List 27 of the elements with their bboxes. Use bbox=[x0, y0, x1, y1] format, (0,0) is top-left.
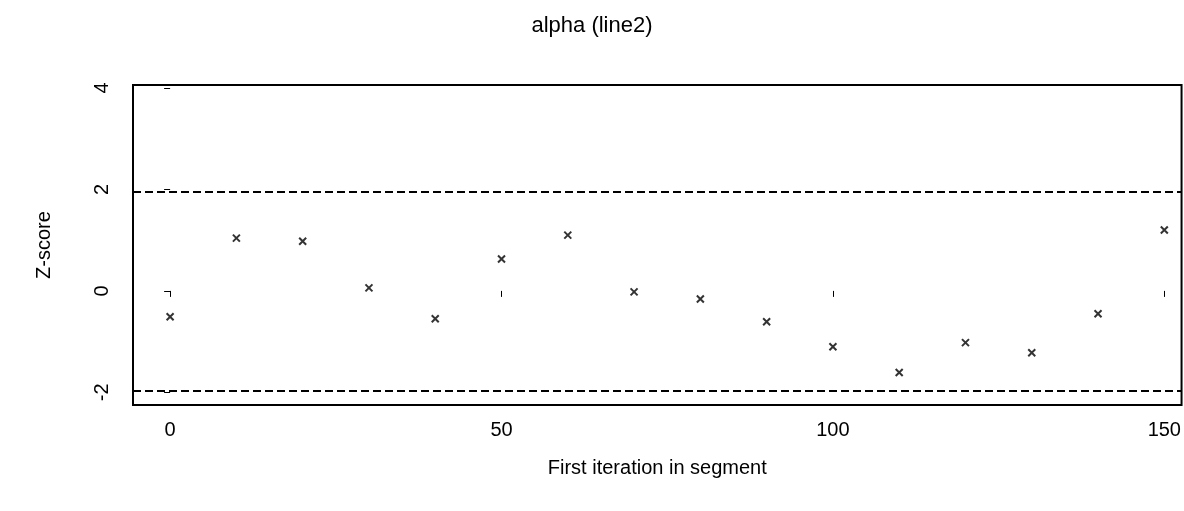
point bbox=[298, 236, 308, 246]
x-tick-label: 100 bbox=[816, 418, 850, 440]
x-tick-label: 0 bbox=[164, 418, 176, 440]
x-axis-title: First iteration in segment bbox=[547, 456, 768, 478]
point bbox=[364, 283, 374, 293]
y-tick-label: 0 bbox=[90, 285, 112, 297]
y-tick-label: 4 bbox=[90, 82, 112, 94]
point bbox=[1027, 348, 1037, 358]
point bbox=[430, 314, 440, 324]
point bbox=[1093, 309, 1103, 319]
point bbox=[231, 233, 241, 243]
point bbox=[563, 230, 573, 240]
point bbox=[828, 342, 838, 352]
y-axis-title: Z-score bbox=[32, 211, 54, 279]
point bbox=[894, 368, 904, 378]
point bbox=[497, 254, 507, 264]
y-tick-label: 2 bbox=[90, 183, 112, 196]
x-tick-label: 50 bbox=[490, 418, 513, 440]
y-tick-label: -2 bbox=[90, 383, 112, 402]
x-tick-label: 150 bbox=[1147, 418, 1181, 440]
point bbox=[960, 338, 970, 348]
point bbox=[695, 294, 705, 304]
point bbox=[629, 287, 639, 297]
point bbox=[165, 312, 175, 322]
point bbox=[1159, 225, 1169, 235]
chart-title: alpha (line2) bbox=[531, 11, 653, 37]
point bbox=[762, 317, 772, 327]
